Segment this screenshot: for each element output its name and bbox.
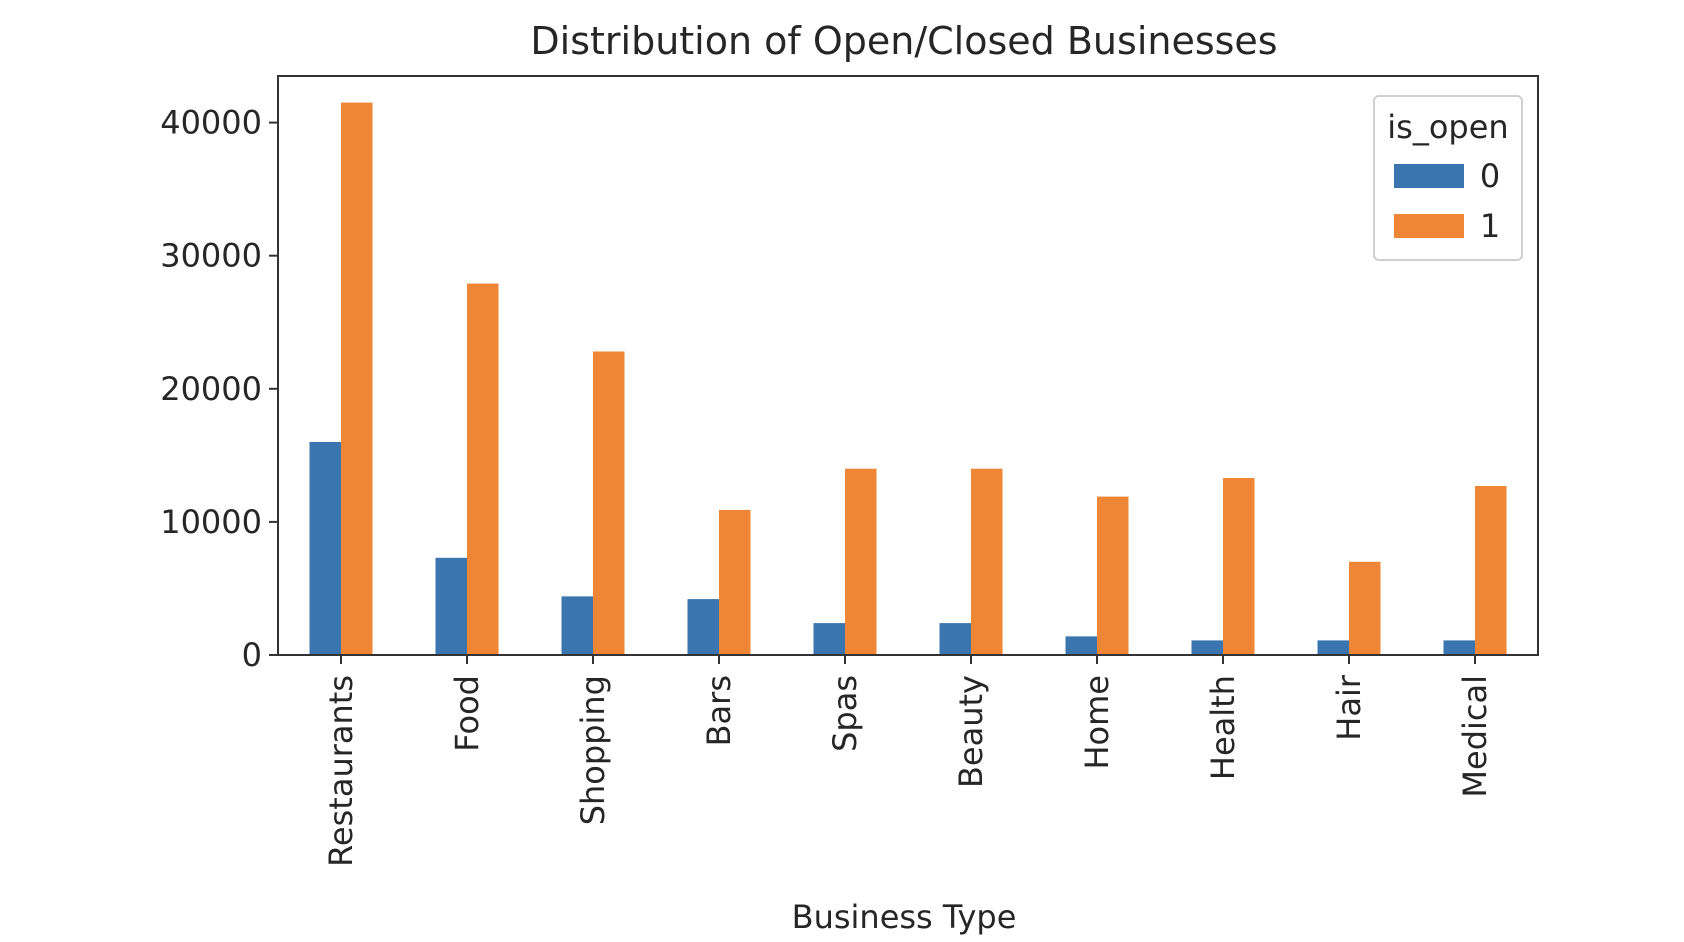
bar-bars-is-open-1 (719, 509, 751, 655)
bar-health-is-open-0 (1191, 640, 1223, 655)
bar-spas-is-open-0 (813, 623, 845, 655)
bar-home-is-open-1 (1097, 496, 1129, 655)
legend-label-0: 0 (1480, 157, 1500, 195)
x-tick-label-food: Food (448, 675, 486, 752)
x-tick-label-hair: Hair (1330, 674, 1368, 741)
x-tick-label-restaurants: Restaurants (322, 675, 360, 867)
x-tick-label-health: Health (1204, 675, 1242, 780)
y-tick-label: 30000 (160, 237, 262, 275)
bar-spas-is-open-1 (845, 468, 877, 655)
legend-title: is_open (1387, 108, 1508, 146)
bar-beauty-is-open-0 (939, 623, 971, 655)
bar-food-is-open-0 (435, 557, 467, 655)
bar-bars-is-open-0 (687, 599, 719, 655)
legend: is_open 0 1 (1373, 95, 1523, 261)
bar-beauty-is-open-1 (971, 468, 1003, 655)
bar-hair-is-open-1 (1349, 561, 1381, 655)
x-tick-label-medical: Medical (1456, 675, 1494, 798)
x-axis-label: Business Type (792, 898, 1017, 936)
x-tick-label-bars: Bars (700, 675, 738, 746)
bar-medical-is-open-0 (1443, 640, 1475, 655)
bar-shopping-is-open-0 (561, 596, 593, 655)
bar-home-is-open-0 (1065, 636, 1097, 655)
legend-swatch-0 (1394, 164, 1464, 188)
bar-shopping-is-open-1 (593, 351, 625, 655)
y-tick-label: 20000 (160, 370, 262, 408)
y-tick-label: 40000 (160, 104, 262, 142)
bar-hair-is-open-0 (1317, 640, 1349, 655)
bar-health-is-open-1 (1223, 478, 1255, 655)
x-tick-label-home: Home (1078, 675, 1116, 770)
x-tick-label-shopping: Shopping (574, 675, 612, 825)
axes-frame (277, 75, 1539, 656)
plot-area: 0 10000 20000 30000 40000 Restaurants Food Shop… (160, 75, 1539, 867)
x-tick-label-beauty: Beauty (952, 675, 990, 788)
y-tick-label: 0 (242, 636, 262, 674)
bar-food-is-open-1 (467, 283, 499, 655)
legend-swatch-1 (1394, 214, 1464, 238)
x-tick-label-spas: Spas (826, 675, 864, 752)
legend-label-1: 1 (1480, 207, 1500, 245)
y-tick-label: 10000 (160, 503, 262, 541)
bar-restaurants-is-open-1 (341, 102, 373, 656)
chart-title: Distribution of Open/Closed Businesses (530, 19, 1277, 63)
bar-restaurants-is-open-0 (309, 442, 341, 655)
bar-medical-is-open-1 (1475, 486, 1507, 655)
